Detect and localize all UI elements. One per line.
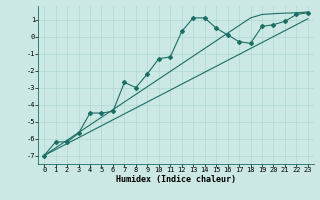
X-axis label: Humidex (Indice chaleur): Humidex (Indice chaleur) <box>116 175 236 184</box>
